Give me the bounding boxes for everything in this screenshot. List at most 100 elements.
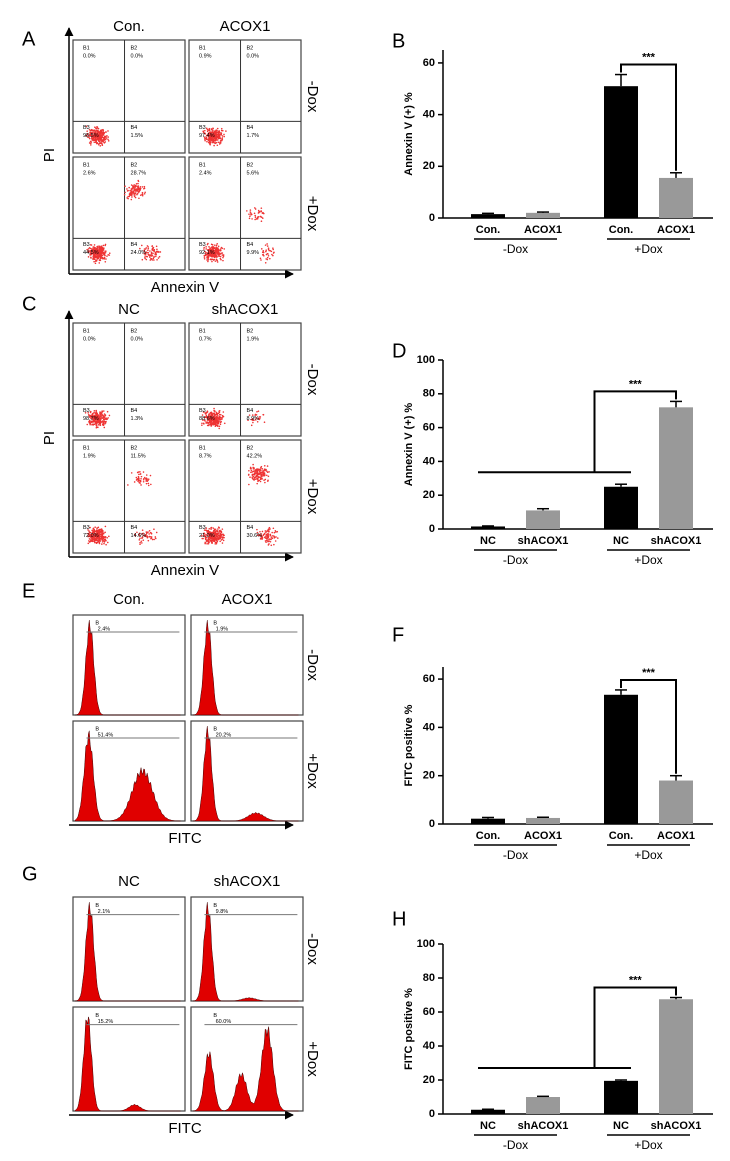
event-dot [154, 253, 157, 256]
event-dot [140, 477, 142, 480]
gate-name: B4 [247, 242, 254, 248]
event-dot [207, 256, 210, 259]
histogram-fill [74, 619, 181, 716]
event-dot [123, 194, 126, 196]
event-dot [218, 537, 221, 539]
event-dot [219, 534, 221, 536]
y-tick-label: 40 [423, 721, 435, 733]
event-dot [97, 127, 100, 130]
event-dot [102, 422, 104, 425]
event-dot [205, 416, 207, 418]
y-tick-label: 80 [423, 972, 435, 984]
event-dot [93, 260, 95, 263]
event-dot [205, 246, 207, 248]
y-axis-label: FITC positive % [403, 704, 415, 786]
row-label: +Dox [304, 1041, 321, 1077]
event-dot [206, 424, 209, 427]
event-dot [103, 138, 105, 141]
event-dot [218, 425, 221, 428]
event-dot [250, 469, 253, 472]
event-dot [213, 536, 216, 538]
event-dot [104, 536, 107, 539]
event-dot [105, 539, 107, 542]
panel-letter: F [392, 624, 404, 646]
event-dot [208, 137, 211, 140]
histogram-fill [74, 902, 181, 1002]
flow-plot: B1 1.9% B2 11.5% B3 72.0% B4 14.6% [72, 439, 186, 554]
event-dot [141, 194, 144, 197]
event-dot [249, 209, 252, 211]
event-dot [101, 131, 103, 133]
event-dot [102, 423, 105, 426]
event-dot [153, 528, 155, 530]
event-dot [265, 474, 268, 477]
event-dot [248, 217, 251, 220]
event-dot [90, 144, 92, 146]
event-dot [220, 127, 223, 130]
event-dot [99, 531, 101, 534]
category-label: shACOX1 [651, 535, 702, 547]
gate-percent: 97.4% [199, 133, 215, 139]
event-dot [137, 191, 140, 193]
event-dot [91, 137, 93, 140]
event-dot [209, 418, 211, 421]
y-tick-label: 20 [423, 489, 435, 501]
event-dot [262, 533, 265, 536]
event-dot [206, 140, 208, 143]
event-dot [217, 252, 220, 255]
event-dot [98, 255, 101, 257]
panel-letter: E [22, 580, 35, 602]
gate-percent: 60.0% [216, 1019, 232, 1025]
event-dot [100, 415, 102, 418]
event-dot [209, 535, 212, 538]
bar [526, 510, 560, 529]
event-dot [221, 254, 224, 256]
event-dot [107, 130, 109, 132]
gate-percent: 72.0% [83, 533, 99, 539]
event-dot [214, 260, 217, 262]
event-dot [251, 218, 253, 220]
event-dot [262, 250, 265, 252]
group-label: +Dox [634, 242, 662, 256]
event-dot [90, 417, 92, 419]
event-dot [218, 527, 221, 529]
event-dot [216, 424, 219, 426]
event-dot [89, 133, 92, 135]
event-dot [144, 248, 147, 250]
event-dot [255, 472, 258, 475]
category-label: ACOX1 [657, 224, 695, 236]
histogram-fill [192, 725, 299, 822]
event-dot [147, 539, 150, 542]
event-dot [136, 478, 139, 480]
event-dot [265, 470, 268, 472]
event-dot [269, 528, 271, 530]
event-dot [141, 533, 143, 535]
event-dot [252, 421, 254, 424]
flow-plot: B2.1% [72, 896, 186, 1002]
event-dot [273, 531, 276, 534]
category-label: Con. [476, 224, 500, 236]
event-dot [89, 251, 92, 253]
event-dot [213, 412, 216, 415]
event-dot [217, 422, 220, 425]
gate-name: B3 [83, 125, 90, 131]
event-dot [142, 471, 145, 473]
bar [604, 86, 638, 218]
event-dot [91, 252, 94, 255]
gate-name: B [213, 726, 217, 732]
event-dot [265, 249, 267, 252]
gate-percent: 2.4% [98, 626, 111, 632]
event-dot [99, 130, 102, 133]
event-dot [267, 475, 270, 478]
event-dot [223, 248, 226, 250]
event-dot [215, 535, 218, 537]
event-dot [259, 534, 261, 537]
event-dot [139, 473, 142, 475]
event-dot [150, 536, 153, 538]
event-dot [212, 419, 215, 422]
event-dot [206, 529, 209, 532]
event-dot [253, 479, 255, 481]
event-dot [88, 137, 91, 140]
event-dot [124, 191, 126, 194]
event-dot [98, 533, 101, 536]
